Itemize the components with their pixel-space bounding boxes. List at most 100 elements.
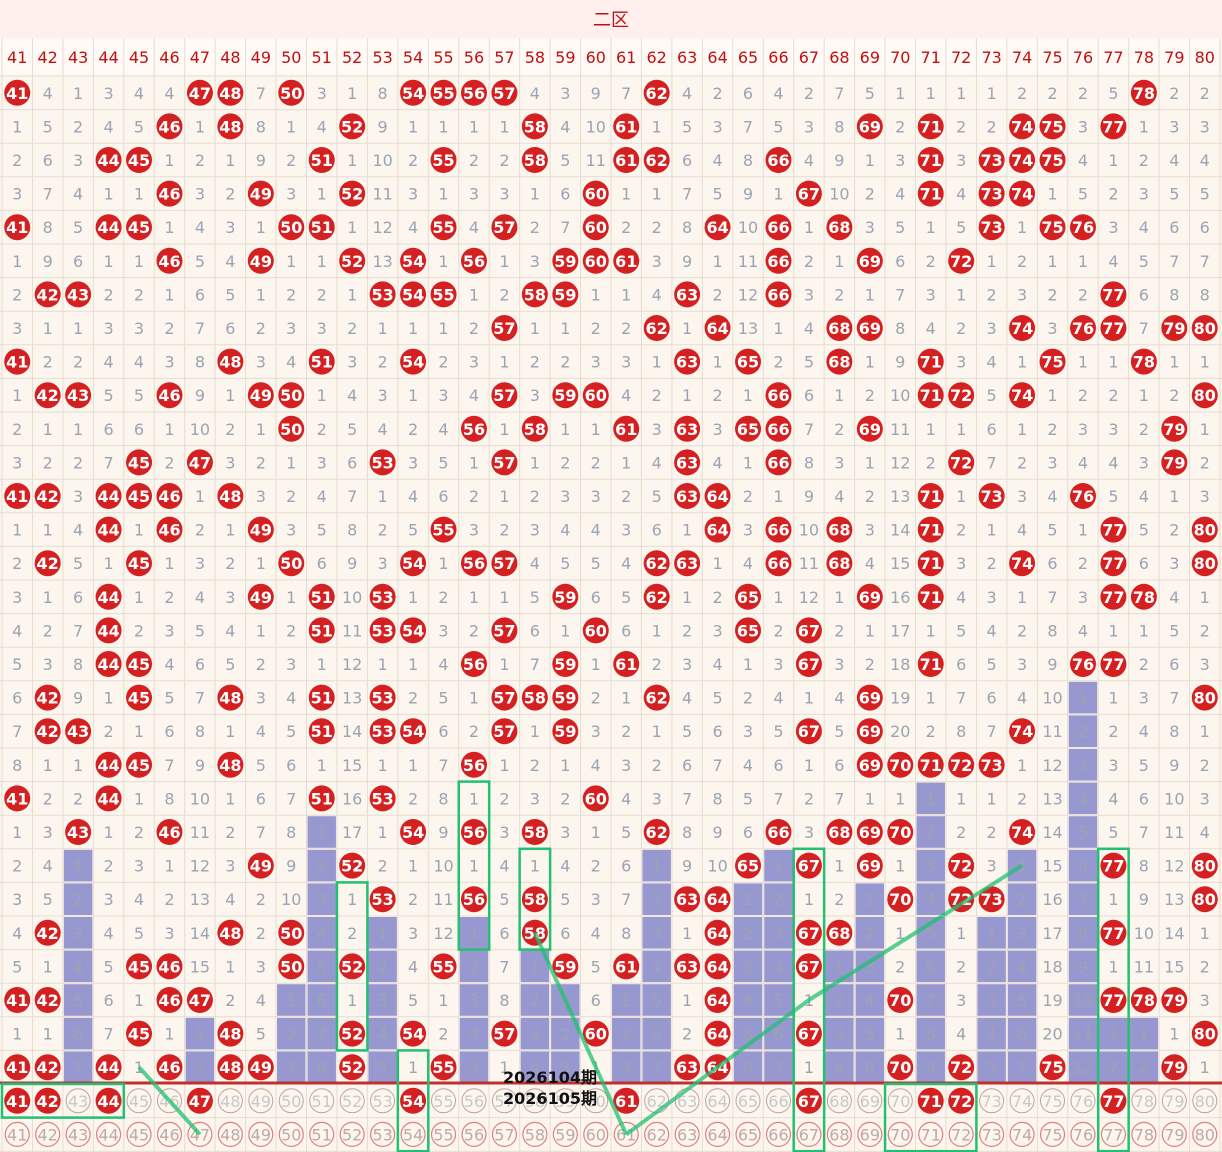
omission-value: 1 — [773, 588, 783, 607]
omission-value: 4 — [804, 319, 814, 338]
placeholder-ball — [1161, 1121, 1187, 1148]
omission-value: 1 — [73, 319, 83, 338]
omission-value: 1 — [865, 353, 875, 372]
omission-value: 1 — [317, 185, 327, 204]
omission-value: 2 — [530, 756, 540, 775]
omission-value: 12 — [190, 857, 210, 876]
winning-ball — [95, 785, 122, 812]
trend-line — [137, 1065, 202, 1136]
omission-value: 9 — [347, 554, 357, 573]
winning-ball-number: 77 — [1102, 588, 1124, 607]
placeholder-ball-number: 71 — [921, 1125, 941, 1144]
omission-value: 8 — [956, 722, 966, 741]
winning-ball-number: 66 — [767, 420, 789, 439]
omission-value: 2 — [73, 353, 83, 372]
placeholder-ball-number: 66 — [768, 1125, 788, 1144]
omission-value: 4 — [773, 84, 783, 103]
omission-value: 11 — [799, 554, 819, 573]
omission-value: 2 — [225, 991, 235, 1010]
omission-value: 3 — [987, 319, 997, 338]
winning-ball-number: 70 — [889, 1058, 911, 1077]
empty-ball-number: 64 — [707, 1092, 727, 1111]
omission-value: 5 — [895, 218, 905, 237]
omission-value: 4 — [134, 890, 144, 909]
omission-value: 1 — [773, 487, 783, 506]
omission-value: 12 — [799, 588, 819, 607]
omission-value: 3 — [1200, 655, 1210, 674]
empty-ball — [126, 1088, 152, 1114]
placeholder-ball-number: 43 — [68, 1125, 88, 1144]
winning-ball-number: 67 — [798, 185, 820, 204]
winning-ball — [978, 483, 1005, 509]
omission-value: 6 — [1200, 218, 1210, 237]
omission-value: 3 — [652, 252, 662, 271]
omission-value: 4 — [134, 353, 144, 372]
omission-value: 1 — [987, 84, 997, 103]
omission-value: 2 — [1200, 621, 1210, 640]
omission-value: 4 — [834, 487, 844, 506]
omission-value: 1 — [1139, 1025, 1149, 1044]
missing-bar-cell — [764, 950, 793, 983]
omission-value: 4 — [865, 554, 875, 573]
missing-bar-cell — [733, 950, 763, 983]
omission-value: 2 — [469, 487, 479, 506]
omission-value: 2 — [408, 420, 418, 439]
winning-ball-number: 56 — [463, 756, 485, 775]
missing-bar-cell — [63, 917, 93, 949]
winning-ball — [856, 852, 883, 879]
omission-value: 7 — [1139, 319, 1149, 338]
omission-value: 2 — [256, 453, 266, 472]
winning-ball — [278, 79, 305, 106]
winning-ball — [765, 449, 792, 476]
winning-ball — [217, 348, 244, 375]
omission-value: 11 — [372, 185, 392, 204]
omission-value: 1 — [286, 991, 296, 1010]
winning-ball — [339, 953, 366, 980]
winning-ball-number: 68 — [828, 319, 850, 338]
winning-ball — [217, 113, 244, 140]
omission-value: 1 — [712, 554, 722, 573]
omission-value: 1 — [682, 588, 692, 607]
winning-ball-number: 61 — [615, 151, 637, 170]
winning-ball-number: 54 — [402, 823, 424, 842]
omission-value: 4 — [956, 1025, 966, 1044]
omission-value: 3 — [73, 487, 83, 506]
winning-ball-number: 61 — [615, 957, 637, 976]
omission-value: 1 — [743, 890, 753, 909]
omission-value: 1 — [956, 487, 966, 506]
omission-value: 11 — [190, 823, 210, 842]
omission-value: 3 — [43, 823, 53, 842]
omission-value: 1 — [804, 890, 814, 909]
omission-value: 2 — [408, 689, 418, 708]
placeholder-ball-number: 75 — [1042, 1125, 1062, 1144]
drawn-ball-number: 44 — [97, 1092, 119, 1111]
winning-ball-number: 69 — [859, 319, 881, 338]
placeholder-ball-number: 41 — [7, 1125, 27, 1144]
omission-value: 3 — [956, 554, 966, 573]
winning-ball-number: 73 — [980, 487, 1002, 506]
winning-ball — [1069, 214, 1096, 241]
omission-value: 1 — [469, 857, 479, 876]
omission-value: 8 — [317, 1058, 327, 1077]
winning-ball — [1100, 281, 1127, 308]
winning-ball-number: 56 — [463, 890, 485, 909]
omission-value: 4 — [987, 1025, 997, 1044]
missing-bar-cell — [764, 1051, 793, 1083]
omission-value: 3 — [591, 722, 601, 741]
omission-value: 6 — [103, 420, 113, 439]
omission-value: 1 — [347, 218, 357, 237]
omission-value: 5 — [1047, 521, 1057, 540]
omission-value: 10 — [890, 386, 910, 405]
winning-ball — [521, 886, 548, 913]
omission-value: 2 — [134, 285, 144, 304]
omission-value: 2 — [286, 621, 296, 640]
empty-ball-number: 59 — [555, 1092, 575, 1111]
missing-bar-cell — [1129, 1017, 1159, 1050]
missing-bar-cell — [855, 1051, 885, 1083]
omission-value: 2 — [43, 789, 53, 808]
omission-value: 3 — [530, 1025, 540, 1044]
winning-ball — [126, 483, 153, 509]
omission-value: 1 — [743, 386, 753, 405]
omission-value: 5 — [1078, 185, 1088, 204]
omission-value: 4 — [12, 621, 22, 640]
